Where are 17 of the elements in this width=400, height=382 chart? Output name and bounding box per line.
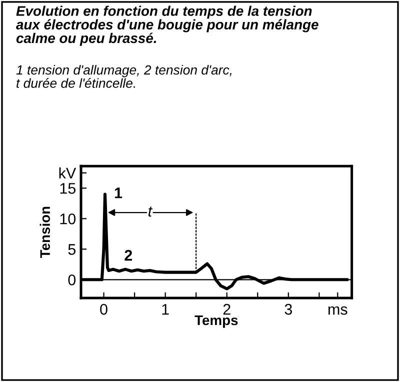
y-tick-label: 5 (68, 244, 76, 255)
x-tick-label: 2 (223, 304, 230, 315)
annotation: 2 (124, 250, 132, 261)
annotation: 1 (114, 188, 122, 198)
y-tick-label: 10 (60, 214, 76, 224)
chart-title: Evolution en fonction du temps de la tension aux électrodes d'une bougie pour un mélange calme ou peu brassé. (16, 6, 318, 46)
x-tick-label: ms (328, 306, 348, 315)
y-tick-label: 0 (68, 274, 76, 286)
y-tick-label: kV (59, 167, 76, 178)
x-axis-title: Temps (194, 315, 238, 328)
y-tick-label: 15 (60, 183, 76, 194)
annotation: t (148, 206, 153, 217)
x-tick-label: 3 (284, 304, 292, 315)
y-axis-title: Tension (40, 206, 50, 258)
chart-subtitle: 1 tension d'allumage, 2 tension d'arc, t durée de l'étincelle. (16, 64, 232, 88)
x-tick-label: 0 (100, 304, 108, 315)
x-tick-label: 1 (162, 304, 169, 315)
